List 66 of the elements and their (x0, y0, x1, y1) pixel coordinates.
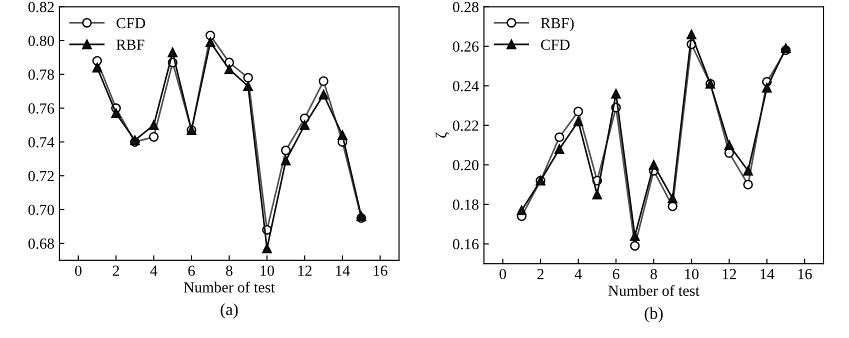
point (318, 90, 328, 100)
x-tick-label: 16 (374, 266, 388, 276)
legend-label: RBF (116, 40, 144, 50)
point (686, 30, 696, 40)
x-tick-label: 12 (298, 266, 312, 276)
point (762, 82, 772, 93)
y-tick-label: 0.28 (452, 2, 478, 12)
point (243, 81, 253, 92)
legend-label: CFD (116, 18, 146, 28)
x-tick-label: 8 (650, 268, 657, 280)
x-axis-title: Number of test (608, 284, 700, 296)
legend-label: CFD (541, 40, 570, 50)
y-tick-label: 0.20 (452, 160, 478, 170)
y-tick-label: 0.80 (28, 36, 54, 46)
x-tick-label: 6 (188, 266, 195, 276)
point (554, 144, 564, 154)
point (92, 62, 102, 72)
x-tick-label: 4 (150, 266, 158, 276)
y-tick-label: 0.18 (452, 200, 478, 210)
point (573, 116, 584, 126)
y-tick-label: 0.26 (452, 41, 479, 52)
x-tick-label: 6 (612, 268, 620, 280)
y-tick-label: 0.78 (28, 70, 54, 80)
y-tick-label: 0.22 (452, 120, 478, 131)
text: (a) (220, 303, 238, 318)
x-tick-label: 10 (685, 268, 699, 280)
x-tick-label: 10 (260, 266, 274, 276)
y-tick-label: 0.68 (28, 238, 54, 249)
y-tick-label: 0.74 (28, 137, 54, 148)
x-tick-label: 16 (798, 268, 812, 280)
y-tick-label: 0.82 (28, 2, 54, 12)
y-axis-title: ζ (436, 132, 449, 138)
x-tick-label: 14 (336, 266, 350, 276)
point (280, 156, 291, 166)
y-tick-label: 0.70 (28, 204, 54, 216)
x-tick-label: 2 (537, 268, 544, 280)
text: (b) (644, 307, 663, 322)
point (300, 120, 310, 130)
point (611, 88, 621, 99)
y-tick-label: 0.24 (452, 80, 479, 92)
point (743, 166, 753, 176)
x-tick-label: 0 (500, 268, 506, 280)
point (148, 120, 159, 130)
point (262, 244, 272, 254)
x-tick-label: 2 (112, 266, 120, 276)
point (630, 231, 640, 241)
x-tick-label: 0 (75, 266, 82, 276)
y-tick-label: 0.16 (452, 239, 479, 250)
point (338, 130, 348, 140)
legend-label: RBF) (540, 18, 574, 32)
y-tick-label: 0.72 (28, 170, 54, 182)
x-tick-label: 14 (760, 269, 774, 280)
point (224, 64, 234, 74)
x-tick-label: 12 (722, 268, 736, 280)
point (111, 108, 121, 118)
point (168, 48, 178, 58)
x-tick-label: 4 (574, 269, 582, 280)
point (724, 140, 734, 150)
point (648, 160, 659, 170)
point (516, 205, 527, 216)
x-tick-label: 8 (226, 266, 232, 276)
x-axis-title: Number of test (184, 282, 275, 293)
point (592, 190, 602, 200)
point (206, 37, 216, 48)
point (668, 194, 678, 204)
y-tick-label: 0.76 (28, 103, 54, 114)
